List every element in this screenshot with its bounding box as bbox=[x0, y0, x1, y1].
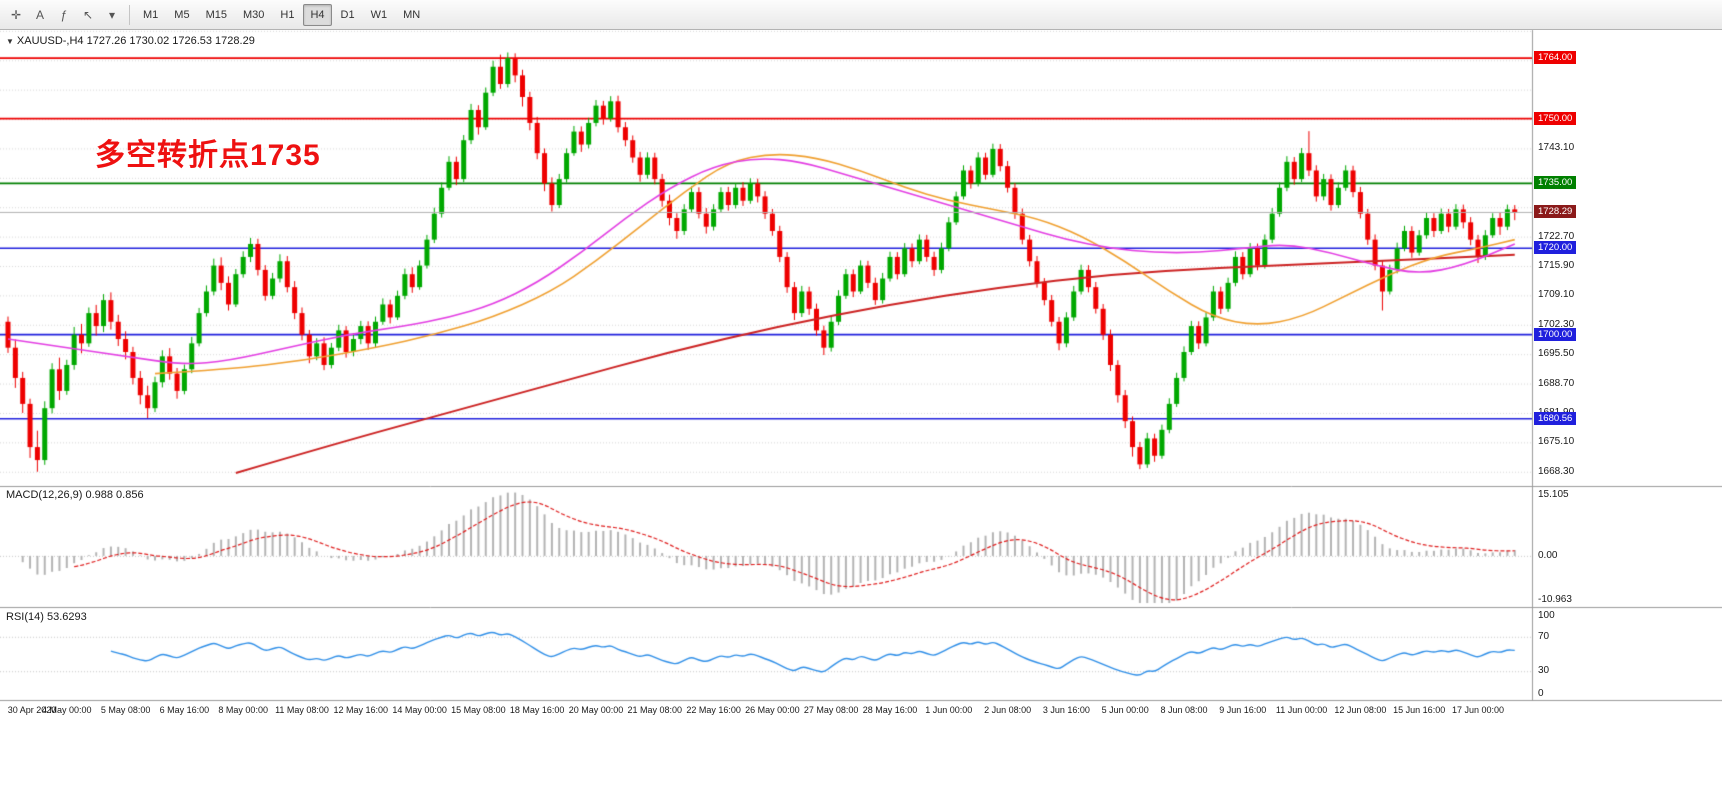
macd-scale-label: 0.00 bbox=[1538, 549, 1558, 561]
time-axis-label: 15 May 08:00 bbox=[451, 705, 506, 715]
macd-scale-label: 15.105 bbox=[1538, 489, 1569, 500]
time-axis-label: 11 May 08:00 bbox=[275, 705, 329, 715]
time-axis-label: 20 May 00:00 bbox=[568, 705, 624, 715]
rsi-scale-label: 0 bbox=[1538, 688, 1544, 699]
price-line-badge: 1735.00 bbox=[1534, 176, 1577, 190]
time-axis-label: 21 May 08:00 bbox=[627, 705, 683, 715]
time-axis-label: 22 May 16:00 bbox=[686, 705, 741, 715]
price-line-badge: 1764.00 bbox=[1534, 51, 1577, 65]
time-axis-label: 2 Jun 08:00 bbox=[984, 705, 1032, 715]
cursor-icon[interactable]: ↖ bbox=[82, 7, 94, 22]
price-scale-label: 1743.10 bbox=[1538, 142, 1575, 154]
timeframe-button-H1[interactable]: H1 bbox=[280, 8, 295, 21]
chart-title: ▼ XAUUSD-,H4 1727.26 1730.02 1726.53 1728… bbox=[6, 35, 255, 47]
time-axis-label: 9 Jun 16:00 bbox=[1219, 705, 1267, 715]
price-scale-label: 1722.70 bbox=[1538, 230, 1575, 242]
price-scale-label: 1709.10 bbox=[1538, 289, 1575, 301]
price-scale-label: 1702.30 bbox=[1538, 318, 1575, 330]
time-axis-label: 6 May 16:00 bbox=[159, 705, 210, 715]
chart-annotation-text[interactable]: 多空转折点1735 bbox=[95, 139, 321, 172]
time-axis-label: 28 May 16:00 bbox=[862, 705, 918, 715]
timeframe-button-M30[interactable]: M30 bbox=[242, 8, 265, 21]
timeframe-button-W1[interactable]: W1 bbox=[370, 8, 388, 21]
timeframe-button-MN[interactable]: MN bbox=[403, 8, 421, 21]
rsi-indicator-title: RSI(14) 53.6293 bbox=[6, 611, 87, 623]
current-price-badge: 1728.29 bbox=[1534, 205, 1577, 219]
timeframe-button-M1[interactable]: M1 bbox=[143, 8, 159, 21]
time-axis-label: 3 Jun 16:00 bbox=[1042, 705, 1090, 715]
time-axis-label: 11 Jun 00:00 bbox=[1275, 705, 1328, 715]
rsi-scale-label: 30 bbox=[1538, 665, 1550, 677]
timeframe-button-M5[interactable]: M5 bbox=[174, 8, 190, 21]
price-scale-label: 1668.30 bbox=[1538, 465, 1575, 477]
rsi-scale-label: 100 bbox=[1538, 610, 1555, 621]
time-axis-label: 8 Jun 08:00 bbox=[1160, 705, 1208, 715]
time-axis-label: 30 Apr 2020 bbox=[7, 705, 57, 715]
indicators-icon[interactable]: ƒ bbox=[60, 7, 68, 22]
time-axis-label: 5 Jun 00:00 bbox=[1101, 705, 1149, 715]
timeframe-button-D1[interactable]: D1 bbox=[340, 8, 355, 21]
price-line-badge: 1680.56 bbox=[1534, 411, 1577, 425]
price-line-badge: 1720.00 bbox=[1534, 241, 1577, 255]
price-scale-label: 1695.50 bbox=[1538, 348, 1575, 360]
price-scale-label: 1675.10 bbox=[1538, 436, 1575, 448]
time-axis-label: 8 May 00:00 bbox=[218, 705, 268, 715]
chart-dropdown-icon[interactable]: ▼ bbox=[6, 37, 14, 46]
dropdown-icon[interactable]: ▾ bbox=[108, 7, 116, 22]
price-line-badge: 1700.00 bbox=[1534, 327, 1577, 341]
time-axis-label: 4 May 00:00 bbox=[42, 705, 92, 715]
timeframe-button-M15[interactable]: M15 bbox=[205, 8, 227, 21]
time-axis-label: 5 May 08:00 bbox=[100, 705, 151, 715]
rsi-scale-label: 70 bbox=[1538, 630, 1550, 642]
price-scale-label: 1715.90 bbox=[1538, 259, 1575, 271]
chart-title-text: XAUUSD-,H4 1727.26 1730.02 1726.53 1728.… bbox=[16, 35, 255, 47]
time-axis-label: 14 May 00:00 bbox=[392, 705, 447, 715]
time-axis-label: 15 Jun 16:00 bbox=[1393, 705, 1446, 715]
time-axis-label: 18 May 16:00 bbox=[509, 705, 565, 715]
price-line-badge: 1750.00 bbox=[1534, 111, 1577, 125]
time-axis-label: 17 Jun 00:00 bbox=[1451, 705, 1505, 715]
macd-indicator-title: MACD(12,26,9) 0.988 0.856 bbox=[6, 489, 144, 501]
price-scale-label: 1688.70 bbox=[1538, 377, 1575, 389]
time-axis-label: 12 Jun 08:00 bbox=[1334, 705, 1387, 715]
toolbar-separator bbox=[129, 4, 130, 25]
time-axis-label: 26 May 00:00 bbox=[745, 705, 800, 715]
text-label-icon[interactable]: A bbox=[35, 7, 44, 22]
time-axis-label: 12 May 16:00 bbox=[333, 705, 389, 715]
timeframe-button-H4[interactable]: H4 bbox=[303, 3, 332, 26]
time-axis-label: 27 May 08:00 bbox=[803, 705, 859, 715]
crosshair-icon[interactable]: ✛ bbox=[10, 7, 22, 22]
macd-scale-label: -10.963 bbox=[1538, 594, 1572, 605]
time-axis-label: 1 Jun 00:00 bbox=[925, 705, 973, 715]
